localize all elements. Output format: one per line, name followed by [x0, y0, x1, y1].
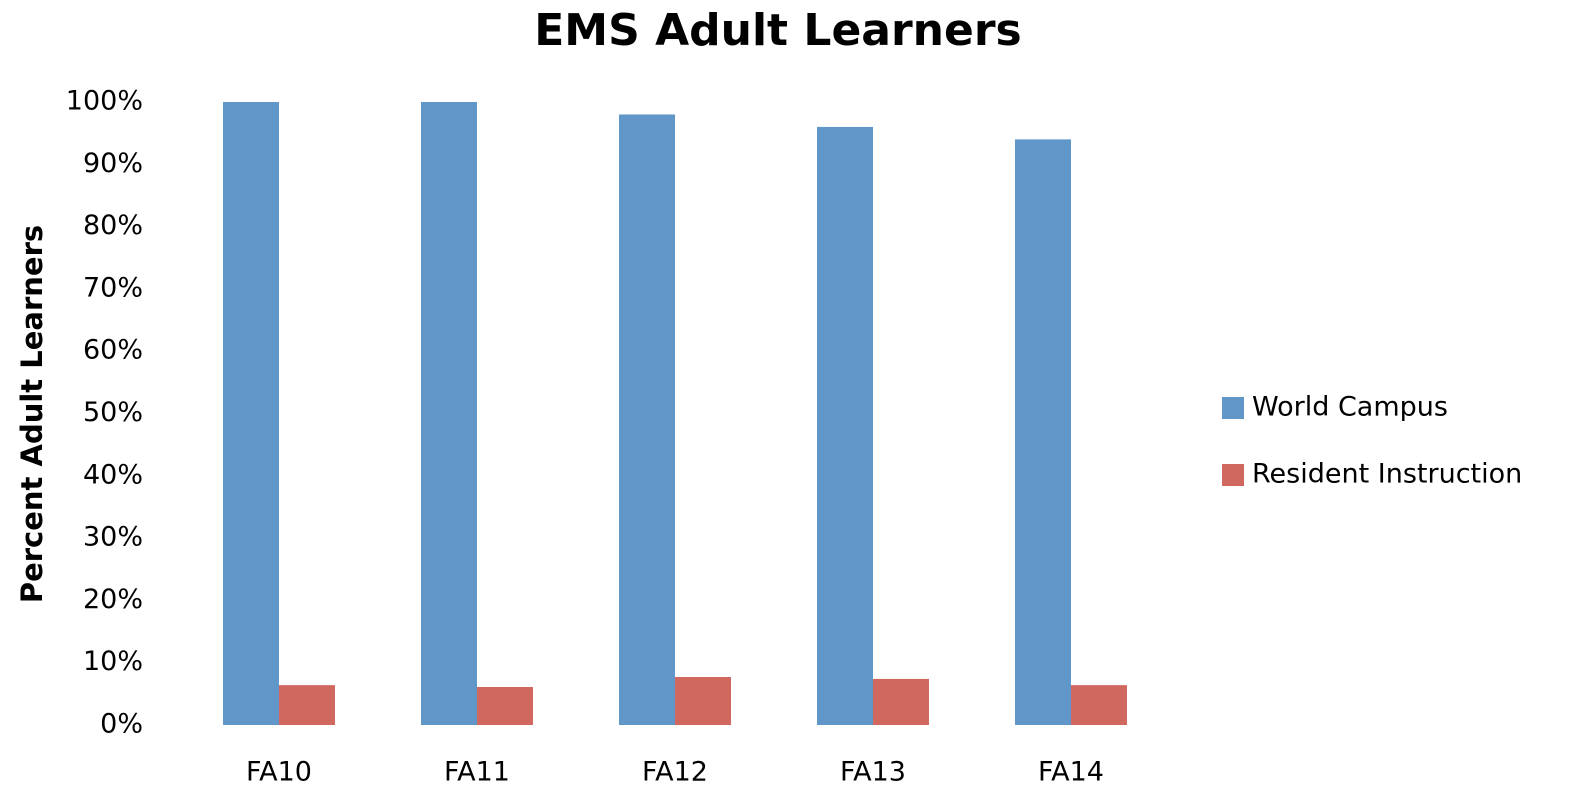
bar [873, 678, 929, 725]
bar [279, 685, 335, 725]
legend-label: Resident Instruction [1252, 459, 1522, 490]
x-tick-label: FA10 [246, 757, 312, 788]
y-tick-label: 70% [83, 272, 143, 303]
y-tick-label: 50% [83, 397, 143, 428]
bar [675, 677, 731, 725]
x-tick-label: FA13 [840, 757, 906, 788]
legend-swatch [1222, 397, 1244, 419]
x-tick-label: FA11 [444, 757, 510, 788]
bar [619, 114, 675, 725]
x-tick-label: FA14 [1038, 757, 1104, 788]
y-tick-label: 80% [83, 210, 143, 241]
x-tick-label: FA12 [642, 757, 708, 788]
bar [1015, 139, 1071, 725]
y-tick-label: 0% [100, 709, 143, 740]
y-tick-label: 100% [66, 86, 143, 117]
legend-label: World Campus [1252, 392, 1448, 423]
y-tick-label: 40% [83, 459, 143, 490]
y-axis-label: Percent Adult Learners [15, 225, 49, 603]
bar [477, 686, 533, 725]
bar [1071, 685, 1127, 725]
y-tick-label: 20% [83, 584, 143, 615]
y-tick-label: 10% [83, 646, 143, 677]
legend-swatch [1222, 464, 1244, 486]
bar [817, 126, 873, 726]
y-tick-label: 90% [83, 148, 143, 179]
y-tick-label: 60% [83, 335, 143, 366]
y-tick-label: 30% [83, 522, 143, 553]
bar [223, 102, 279, 725]
chart-title: EMS Adult Learners [534, 5, 1021, 56]
bar [421, 102, 477, 725]
